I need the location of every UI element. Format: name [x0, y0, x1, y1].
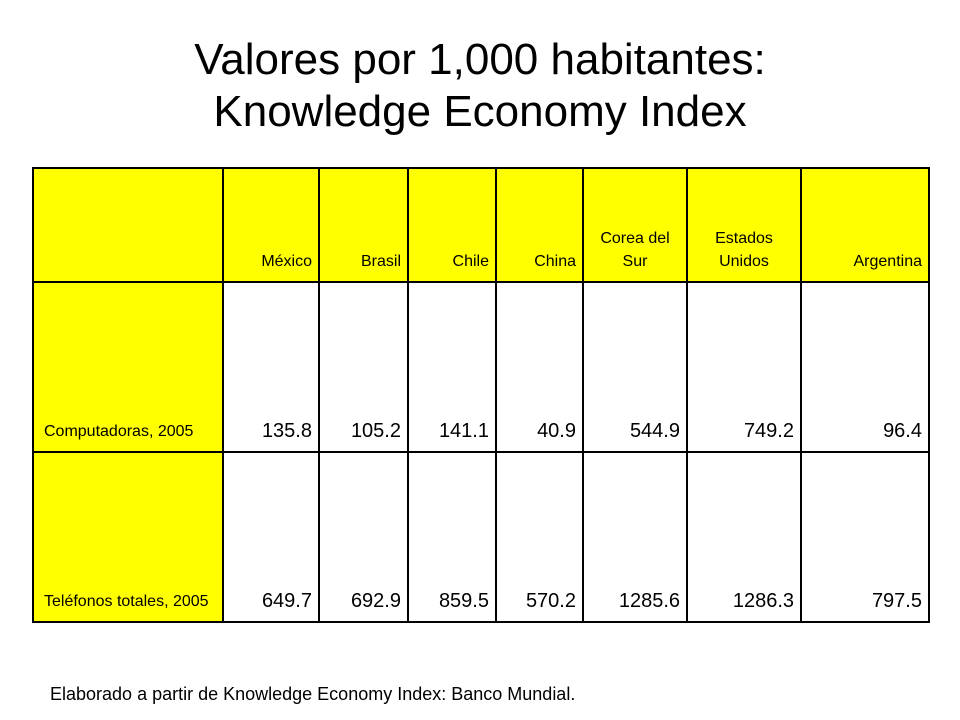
- table-row: Teléfonos totales, 2005 649.7 692.9 859.…: [32, 451, 930, 623]
- table-cell: 544.9: [582, 281, 688, 453]
- column-header: China: [495, 167, 584, 283]
- table-cell: 141.1: [407, 281, 497, 453]
- data-table: México Brasil Chile China Corea del Sur …: [32, 167, 930, 623]
- table-cell: 570.2: [495, 451, 584, 623]
- title-line-1: Valores por 1,000 habitantes:: [194, 35, 766, 84]
- table-cell: 1286.3: [686, 451, 802, 623]
- table-cell: 135.8: [222, 281, 320, 453]
- column-header: Estados Unidos: [686, 167, 802, 283]
- header-row: México Brasil Chile China Corea del Sur …: [32, 167, 930, 283]
- table-cell: 96.4: [800, 281, 930, 453]
- page-title: Valores por 1,000 habitantes: Knowledge …: [0, 34, 960, 138]
- column-header: Corea del Sur: [582, 167, 688, 283]
- column-header: Brasil: [318, 167, 409, 283]
- title-line-2: Knowledge Economy Index: [213, 87, 747, 136]
- table-cell: 1285.6: [582, 451, 688, 623]
- corner-cell: [32, 167, 224, 283]
- table-row: Computadoras, 2005 135.8 105.2 141.1 40.…: [32, 281, 930, 453]
- source-footnote: Elaborado a partir de Knowledge Economy …: [50, 684, 576, 704]
- column-header: Argentina: [800, 167, 930, 283]
- table-cell: 749.2: [686, 281, 802, 453]
- table-cell: 692.9: [318, 451, 409, 623]
- table-cell: 859.5: [407, 451, 497, 623]
- table-cell: 40.9: [495, 281, 584, 453]
- table-cell: 105.2: [318, 281, 409, 453]
- column-header: México: [222, 167, 320, 283]
- table-cell: 649.7: [222, 451, 320, 623]
- row-label: Computadoras, 2005: [32, 281, 224, 453]
- row-label: Teléfonos totales, 2005: [32, 451, 224, 623]
- column-header: Chile: [407, 167, 497, 283]
- table-cell: 797.5: [800, 451, 930, 623]
